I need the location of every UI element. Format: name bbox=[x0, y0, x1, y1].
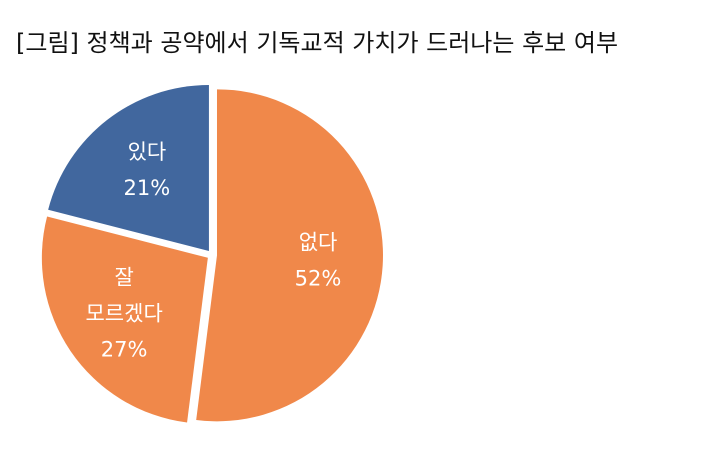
pie-slice bbox=[41, 216, 208, 423]
pie-slice bbox=[48, 85, 209, 252]
slice-label: 있다 bbox=[128, 140, 167, 164]
value-label: 27% bbox=[101, 338, 148, 362]
chart-title: [그림] 정책과 공약에서 기독교적 가치가 드러나는 후보 여부 bbox=[16, 29, 618, 57]
value-label: 52% bbox=[295, 267, 342, 291]
label-line: 잘 bbox=[114, 266, 133, 290]
slice-label: 없다 bbox=[299, 231, 338, 255]
label-line: 모르겠다 bbox=[85, 302, 162, 326]
value-label: 21% bbox=[124, 176, 171, 200]
pie-slice bbox=[196, 89, 383, 422]
